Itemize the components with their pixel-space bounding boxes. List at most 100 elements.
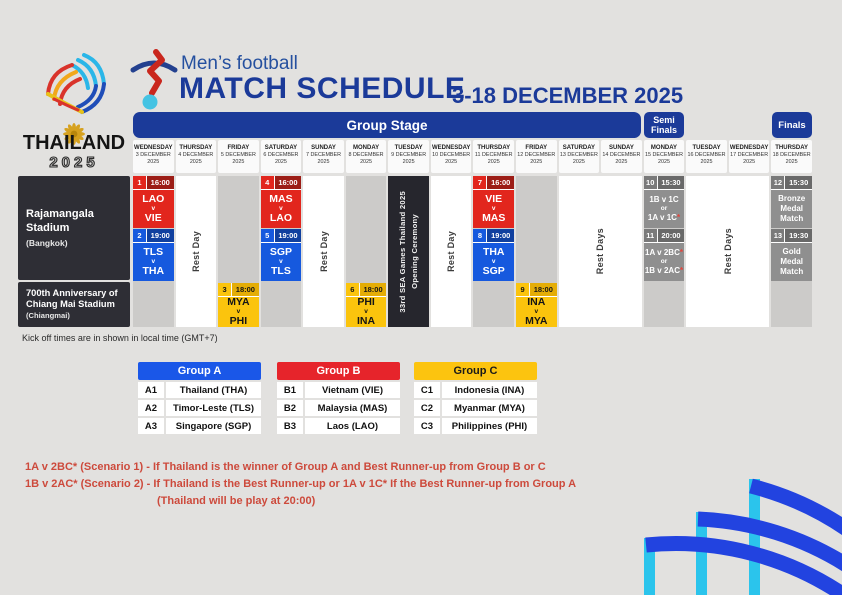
group-row: C3 Philippines (PHI) <box>414 418 537 434</box>
versus-label: v <box>364 307 368 315</box>
team-code: SGP <box>482 264 505 277</box>
match-time: 20:00 <box>657 228 685 242</box>
team-code: Bronze <box>778 194 806 203</box>
group-row: C1 Indonesia (INA) <box>414 382 537 398</box>
match-strip: 4 16:00 <box>260 176 302 190</box>
rest-day-column: Rest Days <box>686 176 770 327</box>
match-teams: VIE v MAS <box>473 190 515 228</box>
day-date: 7 DECEMBER <box>305 152 342 158</box>
team-name: Laos (LAO) <box>305 418 400 434</box>
match-day-column: 7 16:00 VIE v MAS 8 19:00 THA v SGP <box>473 176 515 327</box>
rest-day-label: Rest Day <box>446 231 457 272</box>
rest-day-label: Rest Day <box>318 231 329 272</box>
versus-label: v <box>534 307 539 315</box>
day-name: FRIDAY <box>525 145 548 151</box>
flower-icon <box>63 123 85 145</box>
day-year: 2025 <box>147 159 160 165</box>
match-number: 5 <box>260 228 274 242</box>
scenario-note-2: 1B v 2AC* (Scenario 2) - If Thailand is … <box>25 478 577 490</box>
match-day-column: 4 16:00 MAS v LAO 5 19:00 SGP v TLS <box>260 176 302 327</box>
match-time: 15:30 <box>657 176 685 189</box>
match-day-column: 1 16:00 LAO v VIE 2 19:00 TLS v THA <box>133 176 174 327</box>
asterisk: * <box>679 265 684 275</box>
match-cell: 6 18:00 PHI v INA <box>345 282 387 327</box>
day-date: 18 DECEMBER <box>772 152 811 158</box>
match-time: 19:00 <box>274 228 302 242</box>
versus-label: v <box>491 257 496 265</box>
rest-day-label: Rest Day <box>190 231 201 272</box>
match-number: 13 <box>771 228 785 242</box>
versus-label: v <box>279 205 283 213</box>
venue-name: 700th Anniversary of Chiang Mai Stadium … <box>26 287 118 321</box>
group-table: Group A A1 Thailand (THA) A2 Timor-Leste (TL… <box>138 362 261 434</box>
venue-city: (Bangkok) <box>26 237 68 248</box>
day-year: 2025 <box>657 159 670 165</box>
group-stage-band: Group Stage <box>133 112 641 138</box>
match-day-column: 6 18:00 PHI v INA <box>345 176 387 327</box>
group-row: C2 Myanmar (MYA) <box>414 400 537 416</box>
match-cell: 2 19:00 TLS v THA <box>133 228 174 281</box>
team-code: Medal <box>780 256 803 266</box>
day-date: 3 DECEMBER <box>135 152 171 158</box>
team-code: LAO <box>142 193 165 206</box>
match-day-column: 12 15:30 Bronze Medal Match 13 19:30 Gold Medal M… <box>771 176 812 327</box>
rest-day-label: Rest Days <box>595 228 606 275</box>
day-year: 2025 <box>360 159 373 165</box>
day-name: SATURDAY <box>264 145 298 151</box>
team-name: Malaysia (MAS) <box>305 400 400 416</box>
day-name: TUESDAY <box>692 145 721 151</box>
asterisk: * <box>676 212 681 222</box>
match-strip: 12 15:30 <box>771 176 812 190</box>
match-teams: Gold Medal Match <box>771 242 812 281</box>
match-number: 8 <box>473 228 487 242</box>
day-date: 15 DECEMBER <box>644 152 684 158</box>
day-year: 2025 <box>317 159 330 165</box>
day-header: MONDAY 8 DECEMBER 2025 <box>345 140 387 173</box>
team-code: MYA <box>227 295 250 308</box>
match-cell: 11 20:00 1A v 2BC* or 1B v 2AC* <box>643 228 685 281</box>
match-number: 1 <box>133 176 146 189</box>
day-name: TUESDAY <box>394 145 423 151</box>
logo-year: 2025 <box>49 153 99 171</box>
date-range: 3-18 DECEMBER 2025 <box>452 83 684 108</box>
match-teams: TLS v THA <box>133 242 174 281</box>
team-code: TLS <box>271 264 291 277</box>
team-code: INA <box>527 295 546 308</box>
group-row: A3 Singapore (SGP) <box>138 418 261 434</box>
match-strip: 10 15:30 <box>643 176 685 190</box>
group-header: Group C <box>414 362 537 380</box>
day-name: SATURDAY <box>562 145 596 151</box>
match-teams: MYA v PHI <box>218 295 259 327</box>
match-number: 9 <box>516 282 530 296</box>
day-header: THURSDAY 11 DECEMBER 2025 <box>473 140 515 173</box>
day-date: 10 DECEMBER <box>432 152 471 158</box>
day-date: 17 DECEMBER <box>730 152 769 158</box>
day-header: FRIDAY 5 DECEMBER 2025 <box>218 140 259 173</box>
day-header: SATURDAY 13 DECEMBER 2025 <box>558 140 600 173</box>
team-code: PHI <box>357 295 375 308</box>
match-teams: LAO v VIE <box>133 190 174 228</box>
team-code: MAS <box>482 211 506 224</box>
day-name: THURSDAY <box>179 145 213 151</box>
team-code: Medal <box>780 204 803 213</box>
match-strip: 8 19:00 <box>473 228 515 243</box>
team-code: Match <box>780 266 804 276</box>
day-name: WEDNESDAY <box>729 145 769 151</box>
team-code: VIE <box>144 211 162 224</box>
match-number: 12 <box>771 176 785 189</box>
day-name: WEDNESDAY <box>431 145 471 151</box>
match-day-column: 3 18:00 MYA v PHI <box>218 176 259 327</box>
match-time: 18:00 <box>359 282 387 296</box>
footballer-pictogram-icon <box>130 49 178 110</box>
match-time: 15:30 <box>785 176 812 189</box>
versus-label: v <box>236 307 241 315</box>
match-teams: 1B v 1C or 1A v 1C* <box>643 190 685 228</box>
day-header: SUNDAY 14 DECEMBER 2025 <box>601 140 642 173</box>
team-code: 1B v 1C <box>649 195 679 205</box>
rest-day-column: Rest Days <box>558 176 642 327</box>
decorative-arcs-graphic <box>644 478 842 595</box>
day-name: THURSDAY <box>477 145 511 151</box>
team-name: Timor-Leste (TLS) <box>166 400 261 416</box>
day-header: TUESDAY 9 DECEMBER 2025 <box>388 140 429 173</box>
